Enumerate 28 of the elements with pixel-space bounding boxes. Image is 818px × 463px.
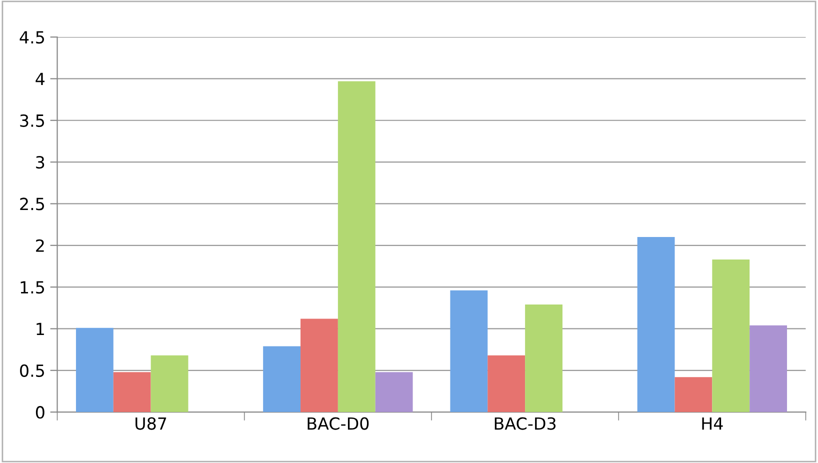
bar (76, 328, 114, 412)
bar (338, 81, 376, 412)
y-tick-label: 4 (36, 72, 45, 86)
bar (637, 237, 675, 412)
y-tick-label: 0 (36, 406, 44, 419)
y-tick-label: 4.5 (20, 31, 44, 44)
bar (674, 377, 712, 412)
y-tick-label: 3 (36, 156, 44, 169)
bar (113, 372, 151, 412)
x-tick-label: U87 (136, 417, 166, 430)
bar (375, 372, 413, 412)
x-tick-label: BAC-D3 (494, 417, 556, 430)
bar (263, 346, 301, 412)
y-tick-label: 1 (36, 322, 44, 336)
bar (300, 318, 338, 412)
bar (150, 355, 188, 412)
bar (750, 325, 788, 412)
y-tick-label: 0.5 (20, 364, 44, 377)
bar (488, 355, 526, 412)
bar (712, 260, 750, 412)
x-tick-label: BAC-D0 (308, 417, 369, 430)
bar (450, 290, 488, 412)
bar (525, 304, 562, 412)
y-tick-label: 2 (36, 239, 44, 252)
y-tick-label: 3.5 (20, 114, 44, 127)
x-tick-label: H4 (702, 417, 723, 430)
y-tick-label: 1.5 (20, 281, 44, 294)
y-tick-label: 2.5 (20, 198, 44, 210)
